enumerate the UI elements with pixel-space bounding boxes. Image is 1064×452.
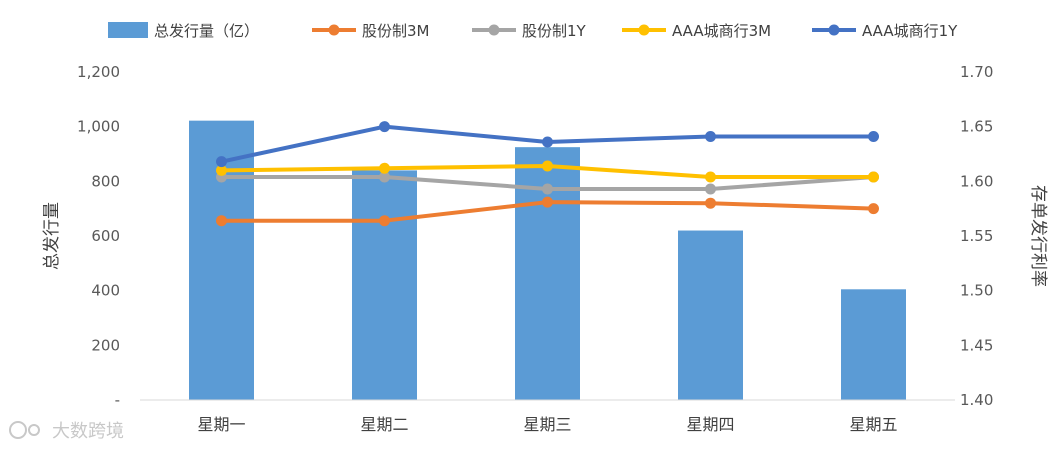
data-point: [542, 196, 553, 208]
y-left-tick-label: 200: [91, 336, 120, 354]
legend-label: 股份制3M: [362, 22, 430, 40]
legend-swatch-bar: [108, 22, 148, 38]
y-right-tick-label: 1.50: [960, 282, 993, 300]
data-point: [868, 131, 879, 143]
line-series: [216, 121, 879, 227]
watermark-logo-icon: [9, 421, 27, 439]
data-point: [216, 215, 227, 227]
x-category-label: 星期二: [360, 415, 408, 434]
data-point: [542, 136, 553, 148]
y-left-tick-label: -: [115, 391, 120, 409]
bar: [352, 170, 417, 400]
bar: [841, 289, 906, 400]
y-right-tick-label: 1.45: [960, 336, 993, 354]
legend-swatch-marker: [488, 24, 500, 36]
y-left-tick-labels: - 200 400 600 800 1,000 1,200: [77, 63, 120, 409]
data-point: [705, 183, 716, 195]
watermark-text: 大数跨境: [52, 421, 124, 442]
y-left-axis-title: 总发行量: [42, 202, 62, 270]
data-point: [705, 197, 716, 209]
data-point: [379, 215, 390, 227]
line-series-group: [216, 121, 879, 168]
watermark: 大数跨境: [9, 421, 124, 442]
bar: [678, 230, 743, 400]
data-point: [868, 203, 879, 215]
legend-swatch-marker: [638, 24, 650, 36]
data-point: [542, 160, 553, 172]
data-point: [379, 171, 390, 183]
legend: 总发行量（亿） 股份制3M 股份制1Y AAA城商行3M AAA城商行1Y: [108, 22, 958, 40]
watermark-dot-icon: [28, 424, 40, 436]
x-category-label: 星期一: [197, 415, 245, 434]
legend-label: 股份制1Y: [522, 22, 587, 40]
y-right-tick-label: 1.55: [960, 227, 993, 245]
data-point: [216, 164, 227, 176]
x-category-labels: 星期一 星期二 星期三 星期四 星期五: [197, 415, 897, 434]
x-category-label: 星期三: [523, 415, 571, 434]
y-left-tick-label: 1,200: [77, 63, 120, 81]
legend-label: AAA城商行3M: [672, 22, 771, 40]
y-left-tick-label: 400: [91, 282, 120, 300]
data-point: [379, 162, 390, 174]
x-category-label: 星期四: [686, 415, 734, 434]
data-point: [216, 156, 227, 168]
y-right-tick-labels: 1.40 1.45 1.50 1.55 1.60 1.65 1.70: [960, 63, 993, 409]
x-category-label: 星期五: [849, 415, 897, 434]
y-left-tick-label: 1,000: [77, 118, 120, 136]
y-right-tick-label: 1.65: [960, 118, 993, 136]
data-point: [379, 121, 390, 133]
y-right-tick-label: 1.40: [960, 391, 993, 409]
data-point: [705, 131, 716, 143]
legend-label: AAA城商行1Y: [862, 22, 958, 40]
legend-label: 总发行量（亿）: [154, 22, 259, 40]
data-point: [868, 171, 879, 183]
line-series-group: [216, 196, 879, 227]
y-right-tick-label: 1.60: [960, 172, 993, 190]
y-left-tick-label: 600: [91, 227, 120, 245]
y-right-axis-title: 存单发行利率: [1028, 185, 1048, 287]
legend-swatch-marker: [328, 24, 340, 36]
data-point: [542, 183, 553, 195]
data-point: [705, 171, 716, 183]
y-left-tick-label: 800: [91, 172, 120, 190]
line-series-group: [216, 160, 879, 183]
legend-swatch-marker: [828, 24, 840, 36]
y-right-tick-label: 1.70: [960, 63, 993, 81]
